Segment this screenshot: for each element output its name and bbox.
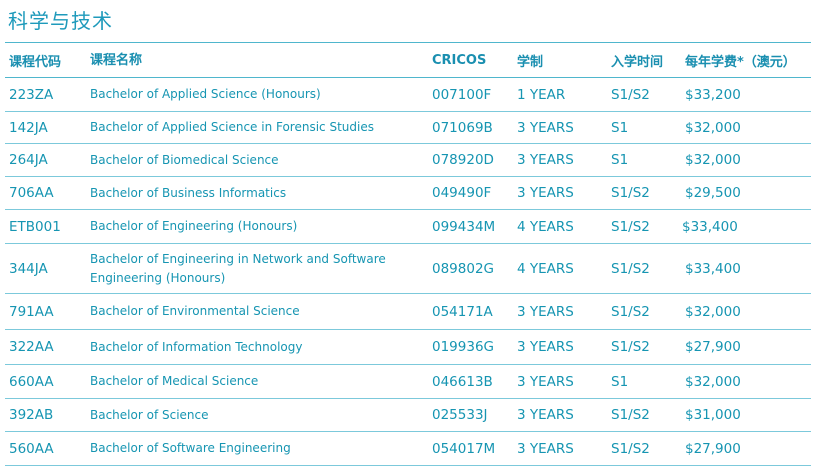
table-row: 264JA Bachelor of Biomedical Science 078… xyxy=(5,144,811,177)
course-code: 344JA xyxy=(9,260,48,277)
header-duration: 学制 xyxy=(517,54,544,70)
cricos-code: 007100F xyxy=(432,86,492,103)
course-code: 392AB xyxy=(9,407,54,423)
course-fee: $33,400 xyxy=(685,260,741,277)
course-name: Bachelor of Applied Science (Honours) xyxy=(90,87,321,101)
table-row: 344JA Bachelor of Engineering in Network… xyxy=(5,244,811,294)
course-name: Bachelor of Medical Science xyxy=(90,374,259,388)
table-row: 392AB Bachelor of Science 025533J 3 YEAR… xyxy=(5,399,811,432)
cricos-code: 078920D xyxy=(432,152,494,168)
course-intake: S1/S2 xyxy=(611,218,650,235)
course-duration: 3 YEARS xyxy=(517,407,574,423)
course-intake: S1 xyxy=(611,373,629,390)
course-intake: S1/S2 xyxy=(611,86,650,103)
cricos-code: 019936G xyxy=(432,339,494,355)
course-intake: S1/S2 xyxy=(611,303,650,320)
course-intake: S1 xyxy=(611,152,629,168)
cricos-code: 046613B xyxy=(432,373,493,390)
course-name: Bachelor of Environmental Science xyxy=(90,304,300,318)
course-name: Bachelor of Information Technology xyxy=(90,339,303,354)
course-name: Bachelor of Applied Science in Forensic … xyxy=(90,120,374,134)
header-code: 课程代码 xyxy=(9,54,62,70)
header-name: 课程名称 xyxy=(90,52,143,68)
table-row: 791AA Bachelor of Environmental Science … xyxy=(5,294,811,330)
course-code: 560AA xyxy=(9,440,54,457)
course-name: Bachelor of Biomedical Science xyxy=(90,152,279,167)
course-fee: $32,000 xyxy=(685,373,741,390)
course-fee: $29,500 xyxy=(685,185,741,201)
course-duration: 3 YEARS xyxy=(517,303,574,320)
course-code: 791AA xyxy=(9,303,54,320)
course-intake: S1 xyxy=(611,119,629,136)
course-name: Bachelor of Engineering in Network and S… xyxy=(90,251,386,285)
course-duration: 3 YEARS xyxy=(517,339,574,355)
course-duration: 3 YEARS xyxy=(517,373,574,390)
course-duration: 1 YEAR xyxy=(517,86,566,103)
course-name: Bachelor of Engineering (Honours) xyxy=(90,219,298,233)
cricos-code: 071069B xyxy=(432,119,493,136)
table-row: 142JA Bachelor of Applied Science in For… xyxy=(5,112,811,144)
course-duration: 3 YEARS xyxy=(517,152,574,168)
course-name: Bachelor of Software Engineering xyxy=(90,441,291,455)
course-fee: $32,000 xyxy=(685,303,741,320)
course-code: 706AA xyxy=(9,185,54,201)
header-fee: 每年学费*（澳元） xyxy=(685,54,796,70)
course-table: 课程代码 课程名称 CRICOS 学制 入学时间 每年学费*（澳元） 223ZA… xyxy=(5,42,811,466)
cricos-code: 049490F xyxy=(432,185,492,201)
course-fee: $33,200 xyxy=(685,86,741,103)
course-fee: $32,000 xyxy=(685,152,741,168)
table-row: 560AA Bachelor of Software Engineering 0… xyxy=(5,432,811,466)
table-row: 706AA Bachelor of Business Informatics 0… xyxy=(5,177,811,210)
table-row: 660AA Bachelor of Medical Science 046613… xyxy=(5,365,811,399)
course-code: 223ZA xyxy=(9,86,54,103)
course-intake: S1/S2 xyxy=(611,339,650,355)
course-duration: 3 YEARS xyxy=(517,119,574,136)
course-fee: $32,000 xyxy=(685,119,741,136)
course-name: Bachelor of Science xyxy=(90,407,209,422)
course-code: 264JA xyxy=(9,152,48,168)
cricos-code: 099434M xyxy=(432,218,496,235)
course-duration: 4 YEARS xyxy=(517,260,574,277)
course-duration: 3 YEARS xyxy=(517,440,574,457)
course-code: 660AA xyxy=(9,373,54,390)
table-row: ETB001 Bachelor of Engineering (Honours)… xyxy=(5,210,811,244)
course-fee: $27,900 xyxy=(685,440,741,457)
header-intake: 入学时间 xyxy=(611,54,664,70)
course-fee: $33,400 xyxy=(682,218,738,235)
course-duration: 4 YEARS xyxy=(517,218,574,235)
section-title: 科学与技术 xyxy=(8,9,113,33)
course-intake: S1/S2 xyxy=(611,407,650,423)
course-intake: S1/S2 xyxy=(611,185,650,201)
course-intake: S1/S2 xyxy=(611,260,650,277)
cricos-code: 054171A xyxy=(432,303,493,320)
course-duration: 3 YEARS xyxy=(517,185,574,201)
table-header-row: 课程代码 课程名称 CRICOS 学制 入学时间 每年学费*（澳元） xyxy=(5,43,811,78)
table-row: 322AA Bachelor of Information Technology… xyxy=(5,330,811,365)
course-intake: S1/S2 xyxy=(611,440,650,457)
course-fee: $31,000 xyxy=(685,407,741,423)
course-code: 322AA xyxy=(9,339,54,355)
cricos-code: 054017M xyxy=(432,440,496,457)
header-cricos: CRICOS xyxy=(432,52,487,68)
course-fee: $27,900 xyxy=(685,339,741,355)
course-code: ETB001 xyxy=(9,218,61,235)
cricos-code: 089802G xyxy=(432,260,494,277)
course-name: Bachelor of Business Informatics xyxy=(90,185,287,200)
cricos-code: 025533J xyxy=(432,407,488,423)
course-code: 142JA xyxy=(9,119,48,136)
table-row: 223ZA Bachelor of Applied Science (Honou… xyxy=(5,78,811,112)
